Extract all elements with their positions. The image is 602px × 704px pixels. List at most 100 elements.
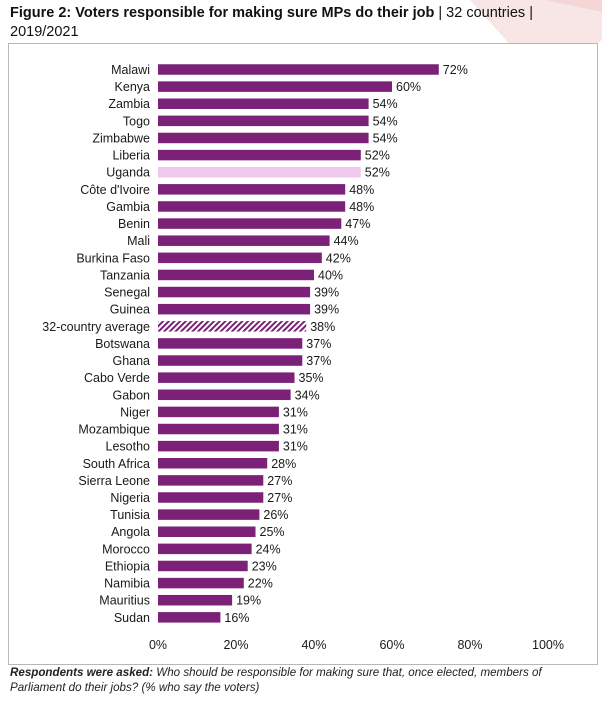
data-label: 27% bbox=[267, 491, 292, 505]
data-label: 31% bbox=[283, 405, 308, 419]
bar bbox=[158, 440, 279, 452]
category-label: Zimbabwe bbox=[92, 131, 150, 145]
data-label: 48% bbox=[349, 200, 374, 214]
bar bbox=[158, 355, 303, 366]
category-label: Niger bbox=[120, 405, 150, 419]
x-tick-label: 80% bbox=[457, 638, 482, 652]
bar bbox=[158, 115, 369, 127]
data-label: 38% bbox=[310, 320, 335, 334]
data-label: 26% bbox=[263, 508, 288, 522]
data-label: 24% bbox=[256, 542, 281, 556]
category-label: Sudan bbox=[114, 611, 150, 625]
data-label: 42% bbox=[326, 251, 351, 265]
category-label: Gabon bbox=[112, 388, 150, 402]
category-label: Mozambique bbox=[78, 423, 150, 437]
figure-title: Figure 2: Voters responsible for making … bbox=[10, 4, 590, 42]
data-label: 28% bbox=[271, 457, 296, 471]
data-label: 54% bbox=[373, 114, 398, 128]
bar bbox=[158, 594, 233, 606]
data-label: 16% bbox=[224, 611, 249, 625]
bar bbox=[158, 612, 221, 623]
data-label: 37% bbox=[306, 354, 331, 368]
category-label: Ethiopia bbox=[105, 559, 150, 573]
x-tick-label: 0% bbox=[149, 638, 167, 652]
data-label: 54% bbox=[373, 131, 398, 145]
bar bbox=[158, 184, 346, 195]
category-label: Botswana bbox=[95, 337, 150, 351]
category-label: Tunisia bbox=[110, 508, 150, 522]
data-label: 40% bbox=[318, 268, 343, 282]
data-label: 37% bbox=[306, 337, 331, 351]
category-label: Zambia bbox=[108, 97, 150, 111]
data-label: 47% bbox=[345, 217, 370, 231]
category-label: South Africa bbox=[83, 457, 150, 471]
bar bbox=[158, 406, 279, 418]
bar bbox=[158, 132, 369, 144]
figure-title-bold: Figure 2: Voters responsible for making … bbox=[10, 5, 435, 21]
bar bbox=[158, 560, 248, 572]
category-label: Angola bbox=[111, 525, 150, 539]
category-label: Mauritius bbox=[99, 594, 150, 608]
data-label: 39% bbox=[314, 303, 339, 317]
footnote-text: Who should be responsible for making sur… bbox=[10, 666, 542, 694]
figure-title-rest: | 32 countries | 2019/2021 bbox=[10, 5, 533, 40]
bar bbox=[158, 98, 369, 109]
data-label: 23% bbox=[252, 559, 277, 573]
average-bar bbox=[158, 321, 307, 332]
category-label: Uganda bbox=[106, 166, 150, 180]
data-label: 52% bbox=[365, 166, 390, 180]
data-label: 39% bbox=[314, 286, 339, 300]
category-label: Liberia bbox=[112, 149, 150, 163]
category-label: Benin bbox=[118, 217, 150, 231]
category-label: Sierra Leone bbox=[78, 474, 150, 488]
bar bbox=[158, 509, 260, 520]
data-label: 44% bbox=[334, 234, 359, 248]
highlight-bar bbox=[158, 166, 361, 178]
x-tick-label: 100% bbox=[532, 638, 564, 652]
data-label: 72% bbox=[443, 63, 468, 77]
bar bbox=[158, 458, 268, 469]
category-label: 32-country average bbox=[42, 320, 150, 334]
bar bbox=[158, 64, 439, 75]
bar bbox=[158, 543, 252, 555]
category-label: Malawi bbox=[111, 63, 150, 77]
bar bbox=[158, 252, 322, 264]
bar bbox=[158, 235, 330, 246]
bar bbox=[158, 269, 314, 281]
bar bbox=[158, 389, 291, 401]
category-label: Ghana bbox=[112, 354, 150, 368]
bar bbox=[158, 475, 264, 486]
category-label: Côte d'Ivoire bbox=[80, 183, 150, 197]
data-label: 31% bbox=[283, 440, 308, 454]
category-label: Mali bbox=[127, 234, 150, 248]
bar bbox=[158, 577, 244, 589]
category-label: Nigeria bbox=[110, 491, 150, 505]
category-label: Togo bbox=[123, 114, 150, 128]
category-label: Morocco bbox=[102, 542, 150, 556]
data-label: 34% bbox=[295, 388, 320, 402]
bar bbox=[158, 218, 342, 229]
data-label: 48% bbox=[349, 183, 374, 197]
chart-frame: Malawi 72% Kenya 60% Zambia 54% Togo 54% Zimbabw… bbox=[8, 43, 598, 665]
bar bbox=[158, 286, 311, 298]
data-label: 52% bbox=[365, 149, 390, 163]
category-label: Senegal bbox=[104, 286, 150, 300]
data-label: 27% bbox=[267, 474, 292, 488]
bar bbox=[158, 81, 392, 92]
data-label: 60% bbox=[396, 80, 421, 94]
bar bbox=[158, 149, 361, 161]
category-label: Namibia bbox=[104, 577, 150, 591]
category-label: Gambia bbox=[106, 200, 150, 214]
footnote: Respondents were asked: Who should be re… bbox=[10, 665, 595, 695]
data-label: 54% bbox=[373, 97, 398, 111]
category-label: Burkina Faso bbox=[76, 251, 150, 265]
category-label: Guinea bbox=[110, 303, 150, 317]
footnote-label: Respondents were asked: bbox=[10, 666, 154, 679]
data-label: 31% bbox=[283, 423, 308, 437]
bar bbox=[158, 526, 256, 537]
category-label: Kenya bbox=[115, 80, 150, 94]
bar bbox=[158, 423, 279, 435]
category-label: Tanzania bbox=[100, 268, 150, 282]
category-label: Lesotho bbox=[106, 440, 151, 454]
data-label: 35% bbox=[299, 371, 324, 385]
